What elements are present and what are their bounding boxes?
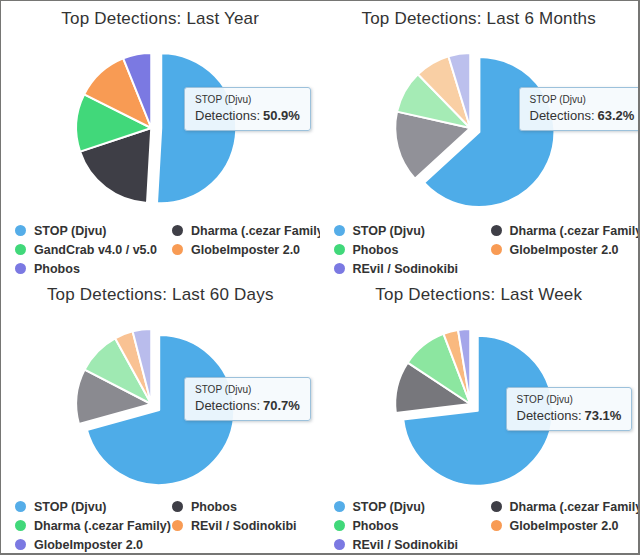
- legend-item[interactable]: Dharma (.cezar Family): [172, 221, 320, 240]
- legend-label: Dharma (.cezar Family): [510, 500, 639, 514]
- legend-item[interactable]: Dharma (.cezar Family): [491, 497, 639, 516]
- legend-label: Dharma (.cezar Family): [191, 224, 320, 238]
- legend-item[interactable]: Phobos: [15, 259, 172, 277]
- pie-chart-panel: Top Detections: Last Year STOP (Djvu) De…: [1, 1, 320, 277]
- legend-item[interactable]: Phobos: [334, 516, 491, 535]
- legend: STOP (Djvu) Phobos Dharma (.cezar Family) R…: [1, 497, 320, 553]
- legend-label: GlobeImposter 2.0: [34, 538, 143, 552]
- legend-item[interactable]: REvil / Sodinokibi: [172, 516, 320, 535]
- pie-chart: [1, 31, 320, 219]
- legend-item[interactable]: GandCrab v4.0 / v5.0: [15, 240, 172, 259]
- legend-marker-icon: [172, 244, 183, 255]
- legend-item[interactable]: Phobos: [334, 240, 491, 259]
- legend-item[interactable]: REvil / Sodinokibi: [334, 535, 491, 553]
- pie-chart-panel: Top Detections: Last 60 Days STOP (Djvu)…: [1, 277, 320, 553]
- legend: STOP (Djvu) Dharma (.cezar Family) Phobos G…: [320, 221, 639, 277]
- legend-label: REvil / Sodinokibi: [191, 519, 297, 533]
- legend-label: Phobos: [353, 519, 399, 533]
- legend-label: STOP (Djvu): [353, 224, 425, 238]
- legend-label: STOP (Djvu): [34, 224, 106, 238]
- pie-chart: [1, 307, 320, 495]
- chart-title: Top Detections: Last 60 Days: [1, 285, 320, 305]
- legend-item[interactable]: GlobeImposter 2.0: [172, 240, 320, 259]
- legend-marker-icon: [15, 244, 26, 255]
- chart-title: Top Detections: Last Year: [1, 9, 320, 29]
- legend: STOP (Djvu) Dharma (.cezar Family) Phobos G…: [320, 497, 639, 553]
- legend-marker-icon: [172, 225, 183, 236]
- pie-plot-area: STOP (Djvu) Detections:70.7%: [1, 307, 320, 495]
- ransomware-top-detections-dashboard: Top Detections: Last Year STOP (Djvu) De…: [0, 0, 640, 555]
- legend-label: Phobos: [191, 500, 237, 514]
- legend-marker-icon: [491, 244, 502, 255]
- legend-item[interactable]: REvil / Sodinokibi: [334, 259, 491, 277]
- legend-marker-icon: [491, 501, 502, 512]
- legend-marker-icon: [15, 263, 26, 274]
- pie-chart-panel: Top Detections: Last 6 Months STOP (Djvu…: [320, 1, 639, 277]
- legend-label: GlobeImposter 2.0: [510, 519, 619, 533]
- pie-chart: [320, 31, 639, 219]
- legend-marker-icon: [172, 520, 183, 531]
- legend-label: REvil / Sodinokibi: [353, 262, 459, 276]
- legend-label: GlobeImposter 2.0: [510, 243, 619, 257]
- legend: STOP (Djvu) Dharma (.cezar Family) GandCra…: [1, 221, 320, 277]
- chart-title: Top Detections: Last Week: [320, 285, 639, 305]
- pie-chart: [320, 307, 639, 495]
- legend-item[interactable]: STOP (Djvu): [15, 497, 172, 516]
- legend-label: Phobos: [353, 243, 399, 257]
- pie-plot-area: STOP (Djvu) Detections:50.9%: [1, 31, 320, 219]
- legend-item[interactable]: STOP (Djvu): [334, 497, 491, 516]
- legend-marker-icon: [15, 501, 26, 512]
- legend-item[interactable]: Dharma (.cezar Family): [491, 221, 639, 240]
- charts-grid: Top Detections: Last Year STOP (Djvu) De…: [1, 1, 638, 553]
- legend-label: GandCrab v4.0 / v5.0: [34, 243, 157, 257]
- legend-item[interactable]: STOP (Djvu): [334, 221, 491, 240]
- legend-item[interactable]: GlobeImposter 2.0: [491, 516, 639, 535]
- legend-item[interactable]: STOP (Djvu): [15, 221, 172, 240]
- legend-label: Dharma (.cezar Family): [34, 519, 171, 533]
- legend-label: REvil / Sodinokibi: [353, 538, 459, 552]
- legend-item[interactable]: GlobeImposter 2.0: [15, 535, 172, 553]
- legend-marker-icon: [334, 263, 345, 274]
- legend-label: STOP (Djvu): [353, 500, 425, 514]
- legend-marker-icon: [334, 225, 345, 236]
- legend-marker-icon: [172, 501, 183, 512]
- legend-item[interactable]: GlobeImposter 2.0: [491, 240, 639, 259]
- legend-marker-icon: [15, 520, 26, 531]
- legend-marker-icon: [15, 225, 26, 236]
- legend-marker-icon: [334, 520, 345, 531]
- pie-plot-area: STOP (Djvu) Detections:73.1%: [320, 307, 639, 495]
- legend-item[interactable]: Dharma (.cezar Family): [15, 516, 172, 535]
- legend-label: GlobeImposter 2.0: [191, 243, 300, 257]
- legend-marker-icon: [334, 244, 345, 255]
- pie-plot-area: STOP (Djvu) Detections:63.2%: [320, 31, 639, 219]
- legend-marker-icon: [334, 501, 345, 512]
- legend-marker-icon: [491, 225, 502, 236]
- legend-label: Dharma (.cezar Family): [510, 224, 639, 238]
- pie-slice[interactable]: [157, 53, 236, 203]
- legend-marker-icon: [334, 539, 345, 550]
- legend-label: Phobos: [34, 262, 80, 276]
- legend-marker-icon: [15, 539, 26, 550]
- legend-label: STOP (Djvu): [34, 500, 106, 514]
- legend-item[interactable]: Phobos: [172, 497, 320, 516]
- legend-marker-icon: [491, 520, 502, 531]
- pie-chart-panel: Top Detections: Last Week STOP (Djvu) De…: [320, 277, 639, 553]
- chart-title: Top Detections: Last 6 Months: [320, 9, 639, 29]
